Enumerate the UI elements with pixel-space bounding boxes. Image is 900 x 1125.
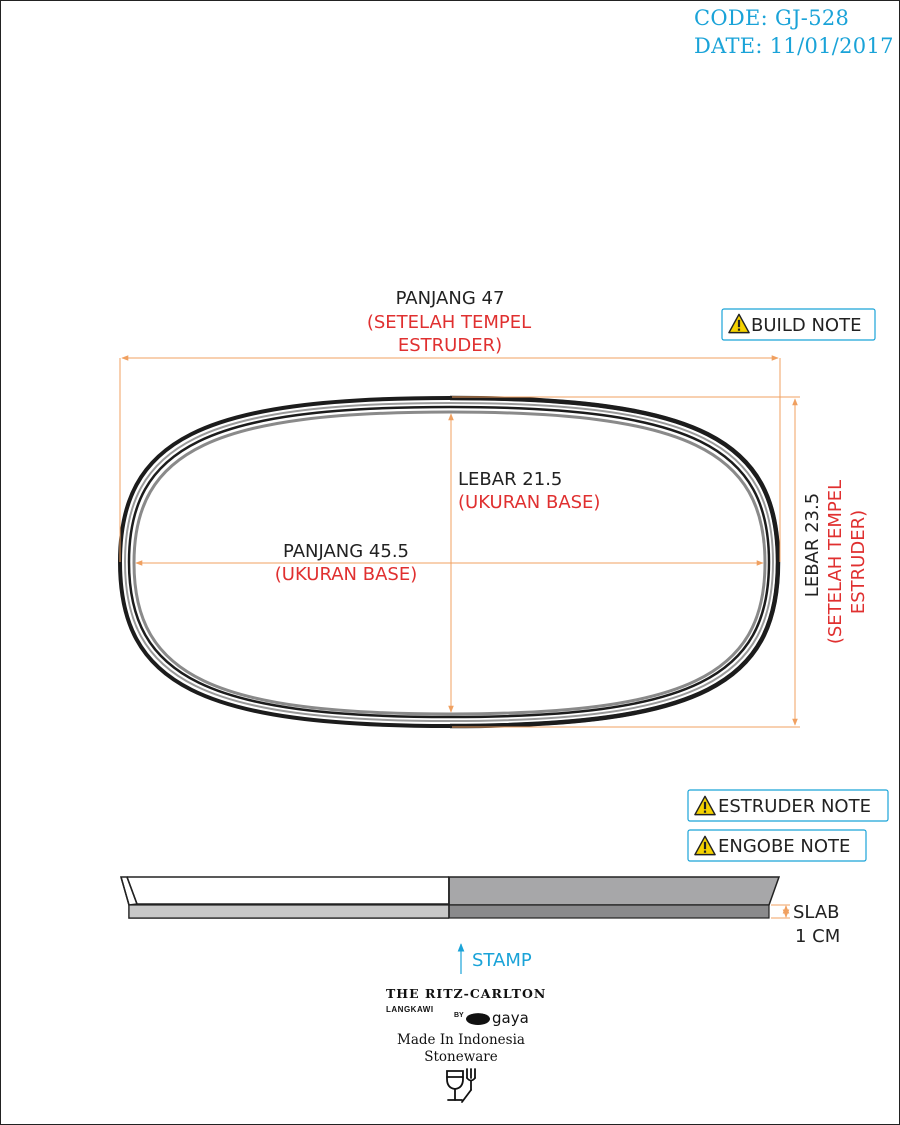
- stamp-made-in: Made In Indonesia: [397, 1032, 525, 1048]
- width-base-label: LEBAR 21.5: [458, 469, 562, 490]
- plate-outer-rim: [117, 395, 781, 729]
- slab-label-1: SLAB: [793, 902, 840, 923]
- width-outer-note-2: ESTRUDER): [848, 510, 869, 614]
- stamp-by: BY: [454, 1012, 464, 1019]
- engobe-note-label: ENGOBE NOTE: [718, 836, 850, 857]
- stamp-label: STAMP: [472, 950, 532, 971]
- side-view: SLAB 1 CM STAMP: [120, 876, 840, 974]
- build-note-label: BUILD NOTE: [751, 315, 861, 336]
- stamp-material: Stoneware: [424, 1049, 498, 1065]
- estruder-note-label: ESTRUDER NOTE: [718, 796, 871, 817]
- estruder-note-box[interactable]: ESTRUDER NOTE: [687, 789, 889, 822]
- plate-rim-inner: [127, 405, 771, 719]
- engobe-note-box[interactable]: ENGOBE NOTE: [687, 829, 867, 862]
- length-outer-note-1: (SETELAH TEMPEL: [367, 312, 531, 333]
- food-safe-icon: [446, 1068, 476, 1103]
- length-outer-label: PANJANG 47: [396, 288, 505, 309]
- width-base-note: (UKURAN BASE): [458, 492, 600, 513]
- side-wall-left: [120, 876, 450, 906]
- stamp-brand: THE RITZ-CARLTON: [386, 986, 547, 1001]
- stamp-location: LANGKAWI: [386, 1005, 434, 1014]
- length-base-note: (UKURAN BASE): [275, 564, 417, 585]
- plate-rim-gray: [123, 401, 775, 723]
- product-code: CODE: GJ-528: [694, 6, 850, 30]
- side-base-left: [128, 904, 450, 919]
- width-outer-note-1: (SETELAH TEMPEL: [825, 480, 846, 644]
- side-base-right: [448, 904, 770, 919]
- gaya-logo-icon: [466, 1011, 491, 1025]
- build-note-box[interactable]: BUILD NOTE: [721, 308, 876, 341]
- drawing-date: DATE: 11/01/2017: [694, 34, 894, 58]
- width-outer-label: LEBAR 23.5: [802, 493, 823, 597]
- stamp-mark: [446, 1011, 491, 1103]
- top-view: PANJANG 47 (SETELAH TEMPEL ESTRUDER) LEB…: [117, 288, 869, 729]
- length-outer-note-2: ESTRUDER): [398, 335, 502, 356]
- length-base-label: PANJANG 45.5: [283, 541, 409, 562]
- plate-base-outline: [132, 410, 767, 716]
- stamp-maker: gaya: [492, 1009, 529, 1027]
- side-wall-right: [448, 876, 781, 906]
- slab-label-2: 1 CM: [795, 926, 840, 947]
